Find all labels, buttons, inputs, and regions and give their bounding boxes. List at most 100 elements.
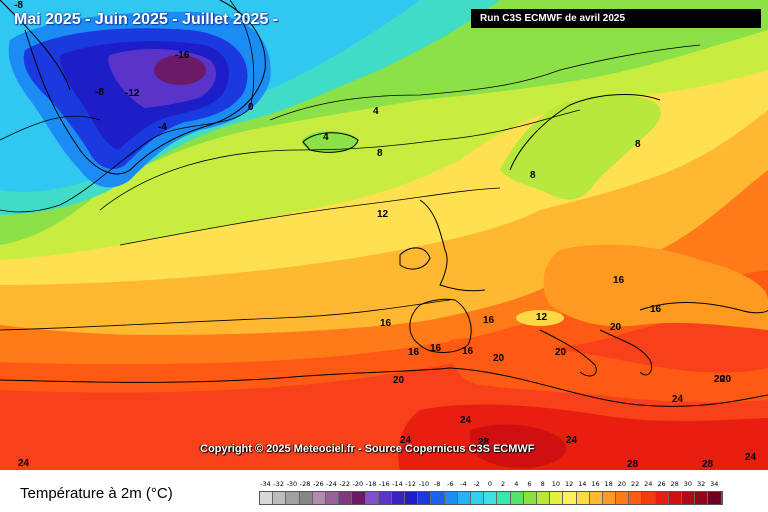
color-scale-tick-label: -18: [365, 480, 377, 488]
color-scale-swatch: [365, 492, 379, 504]
east-europe-16: [543, 244, 768, 330]
color-scale-swatch: [431, 492, 445, 504]
color-scale-tick-label: 0: [487, 480, 492, 488]
color-scale-tick-label: -26: [312, 480, 324, 488]
color-scale-labels: -34 -32 -30 -28 -26 -24 -22 -20 -18 -16 -14 -12 -10-…: [259, 480, 751, 489]
color-scale-swatch: [325, 492, 340, 504]
isotherm-label: 20: [610, 322, 622, 333]
color-scale-tick-label: 6: [527, 480, 532, 488]
isotherm-label: 0: [248, 102, 254, 113]
isotherm-label: 16: [483, 315, 495, 326]
copyright-notice: Copyright © 2025 Meteociel.fr - Source C…: [200, 443, 535, 455]
color-scale-tick-label: -30: [286, 480, 298, 488]
color-scale-swatch: [550, 492, 564, 504]
greenland-minus20: [154, 55, 206, 85]
color-scale-swatch: [418, 492, 432, 504]
color-scale-tick-label: -32: [273, 480, 284, 488]
isotherm-label: 16: [613, 275, 625, 286]
isotherm-label: -4: [158, 122, 167, 133]
color-scale-swatch: [576, 492, 590, 504]
color-scale-swatch: [602, 492, 617, 504]
isotherm-label: 4: [373, 106, 379, 117]
isotherm-label: 8: [530, 170, 536, 181]
alps-12: [516, 310, 564, 326]
color-scale-tick-label: 8: [540, 480, 545, 488]
color-scale-swatch: [563, 492, 577, 504]
color-scale-swatch: [444, 492, 458, 504]
temperature-map: -16 -12 -8 -8 -4 0 4 4 8 8 8 12 16 16 16…: [0, 0, 768, 470]
color-scale-swatch: [378, 492, 392, 504]
color-scale-swatch: [655, 492, 669, 504]
color-scale-tick-label: 26: [657, 480, 666, 488]
isotherm-label: 20: [720, 374, 732, 385]
color-scale-swatch: [273, 492, 287, 504]
isotherm-label: 20: [393, 375, 405, 386]
color-scale-swatch: [589, 492, 603, 504]
iceland: [302, 131, 358, 153]
isotherm-label: 20: [555, 347, 567, 358]
isotherm-label: -12: [125, 88, 140, 99]
color-scale-tick-label: -10: [418, 480, 430, 488]
color-scale-tick-label: -22: [339, 480, 350, 488]
isotherm-label: 16: [408, 347, 420, 358]
isotherm-label: 24: [400, 435, 412, 446]
mediterranean-20: [449, 338, 768, 403]
color-scale-tick-label: -2: [473, 480, 480, 488]
run-info-badge: Run C3S ECMWF de avril 2025: [471, 9, 761, 28]
color-scale-tick-label: -6: [447, 480, 454, 488]
color-scale-tick-label: 20: [617, 480, 627, 488]
color-scale-tick-label: -20: [352, 480, 364, 488]
color-scale-swatch: [352, 492, 366, 504]
isotherm-label: 28: [627, 459, 639, 470]
isotherm-label: 4: [323, 132, 329, 143]
color-scale-tick-label: -4: [460, 480, 467, 488]
color-scale-swatch: [405, 492, 419, 504]
color-scale-swatch: [682, 492, 696, 504]
isotherm-label: 20: [493, 353, 505, 364]
color-scale-swatch: [497, 492, 511, 504]
color-scale-tick-label: 22: [630, 480, 640, 488]
isotherm-label: 16: [462, 346, 474, 357]
isotherm-label: 8: [635, 139, 641, 150]
color-scale-swatch: [668, 492, 682, 504]
color-scale-tick-label: 4: [514, 480, 519, 488]
color-scale-swatch: [523, 492, 537, 504]
color-scale-tick-label: 12: [564, 480, 574, 488]
isotherm-label: 28: [702, 459, 714, 470]
color-scale-swatch: [457, 492, 471, 504]
color-scale-tick-label: -28: [299, 480, 311, 488]
isotherm-label: 24: [745, 452, 757, 463]
color-scale-bar: [259, 491, 723, 505]
color-scale-swatch: [484, 492, 498, 504]
isotherm-label: 16: [650, 304, 662, 315]
forecast-period-title: Mai 2025 - Juin 2025 - Juillet 2025 -: [14, 11, 279, 28]
color-scale-tick-label: -34: [260, 480, 271, 488]
color-scale-tick-label: -14: [392, 480, 403, 488]
color-scale-tick-label: 30: [683, 480, 693, 488]
variable-title: Température à 2m (°C): [20, 485, 173, 502]
color-scale-tick-label: 28: [670, 480, 679, 488]
isotherm-label: 24: [672, 394, 684, 405]
color-scale-swatch: [339, 492, 353, 504]
color-scale-tick-label: 18: [604, 480, 613, 488]
africa-hot: [470, 424, 566, 469]
color-scale-swatch: [642, 492, 656, 504]
color-scale-swatch: [510, 492, 524, 504]
color-scale-swatch: [286, 492, 300, 504]
color-scale-tick-label: 34: [710, 480, 719, 488]
isotherm-label: 24: [566, 435, 578, 446]
color-scale-swatch: [471, 492, 485, 504]
isotherm-label: 20: [714, 374, 726, 385]
color-scale-swatch: [391, 492, 406, 504]
color-scale-swatch: [695, 492, 709, 504]
color-scale-swatch: [299, 492, 313, 504]
color-scale-swatch: [708, 492, 722, 504]
isotherm-label: 24: [18, 458, 30, 469]
isotherm-label: 28: [478, 437, 490, 448]
color-scale-tick-label: -8: [433, 480, 441, 488]
isotherm-label: 12: [377, 209, 389, 220]
color-scale-tick-label: -12: [405, 480, 416, 488]
isotherm-label: -16: [175, 50, 190, 61]
legend-footer: Température à 2m (°C) -34 -32 -30 -28 -26 -2 4…: [0, 470, 768, 512]
isotherm-label: 16: [430, 343, 442, 354]
